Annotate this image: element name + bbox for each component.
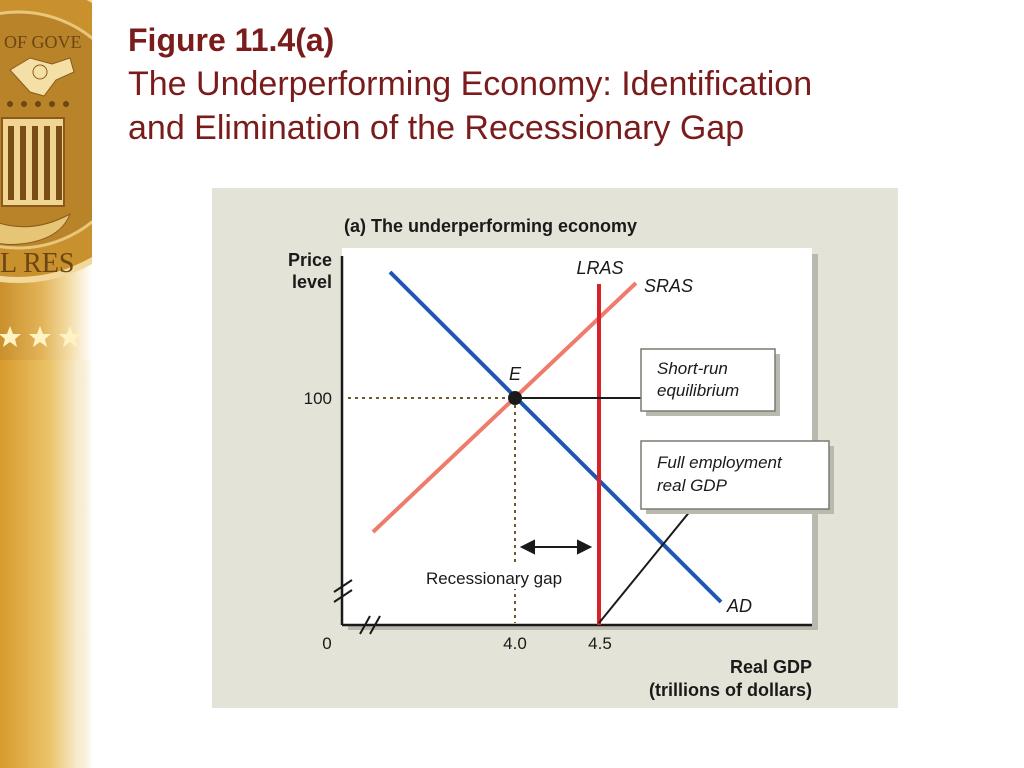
gold-gradient (0, 360, 92, 768)
olive-branch-icon (0, 212, 71, 245)
ad-curve (388, 270, 723, 604)
shield-icon (1, 117, 65, 207)
ad-label: AD (726, 596, 752, 616)
x-axis-break-icon (359, 615, 381, 635)
short-run-label-line2: equilibrium (657, 381, 739, 400)
y-axis-label-line2: level (292, 272, 332, 292)
y-axis-break-icon (333, 579, 353, 603)
short-run-callout-box (640, 348, 776, 412)
eagle-icon (9, 57, 75, 97)
y-tick-100: 100 (304, 389, 332, 408)
title-line-2: and Elimination of the Recessionary Gap (128, 109, 745, 147)
full-employment-label-line1: Full employment (657, 453, 783, 472)
equilibrium-label: E (509, 364, 522, 384)
title-line-1: The Underperforming Economy: Identificat… (128, 65, 813, 103)
equilibrium-point (508, 391, 522, 405)
lras-label: LRAS (576, 258, 623, 278)
stars-row-icon (0, 326, 81, 347)
full-employment-callout-box (640, 440, 830, 510)
figure-number: Figure 11.4(a) (128, 22, 335, 58)
stars-icon (7, 101, 69, 107)
x-axis-label-line1: Real GDP (730, 657, 812, 677)
short-run-label-line1: Short-run (657, 359, 728, 378)
full-employment-label-line2: real GDP (657, 476, 728, 495)
decorative-side-strip: OF GOVE L RES (0, 0, 92, 768)
gap-label-backdrop (408, 565, 580, 589)
full-employment-leader-line (598, 509, 692, 624)
plot-area (342, 248, 812, 625)
panel-title: (a) The underperforming economy (344, 216, 637, 236)
seal-text-side: L RES (0, 248, 74, 279)
y-axis-label-line1: Price (288, 250, 332, 270)
economy-diagram: (a) The underperforming economy Price le… (288, 216, 834, 700)
recessionary-gap-label: Recessionary gap (426, 569, 562, 588)
seal-text-top: OF GOVE (4, 32, 82, 52)
recessionary-gap-arrow-icon (519, 539, 593, 555)
x-tick-0: 0 (322, 634, 331, 653)
diagram-panel: (a) The underperforming economy Price le… (212, 188, 898, 708)
sras-curve (371, 281, 638, 534)
sras-label: SRAS (644, 276, 693, 296)
x-tick-4: 4.0 (503, 634, 527, 653)
federal-reserve-seal-icon: OF GOVE L RES (0, 0, 92, 347)
slide-title: Figure 11.4(a) The Underperforming Econo… (128, 18, 1008, 150)
x-axis-label-line2: (trillions of dollars) (649, 680, 812, 700)
x-tick-45: 4.5 (588, 634, 612, 653)
